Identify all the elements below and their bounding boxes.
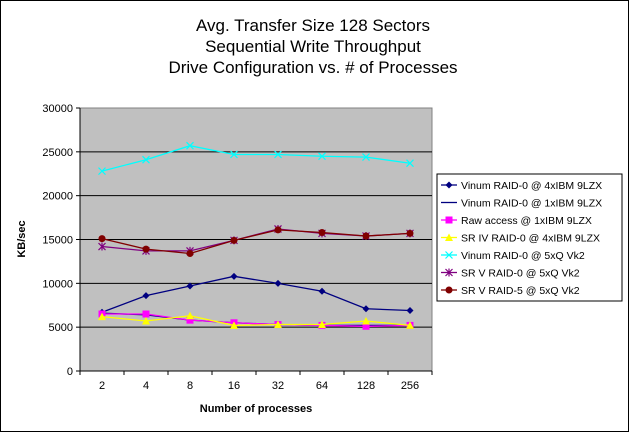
y-axis-title: KB/sec (16, 220, 28, 257)
data-point (142, 310, 150, 318)
legend-label: Vinum RAID-0 @ 4xIBM 9LZX (461, 180, 602, 192)
chart-title-line-2: Sequential Write Throughput (205, 37, 421, 56)
data-point (274, 320, 282, 329)
data-point (142, 317, 150, 325)
x-axis-title: Number of processes (200, 403, 312, 415)
gridlines (80, 151, 432, 328)
data-point (186, 311, 194, 320)
legend-label: Vinum RAID-0 @ 5xQ Vk2 (461, 250, 585, 262)
chart-title-line-1: Avg. Transfer Size 128 Sectors (196, 16, 430, 35)
data-point (186, 282, 194, 290)
data-point (318, 320, 326, 329)
data-point (318, 152, 326, 161)
data-point (362, 317, 370, 325)
legend-swatch-marker (445, 286, 453, 294)
legend-swatch-marker (445, 181, 453, 189)
data-point (362, 153, 370, 162)
legend-item-3: SR IV RAID-0 @ 4xIBM 9LZX (441, 233, 600, 245)
legend-label: Vinum RAID-0 @ 1xIBM 9LZX (461, 198, 602, 210)
legend-swatch-marker (445, 251, 453, 259)
series-0 (98, 272, 414, 316)
legend-box (436, 173, 623, 302)
y-tick-label: 25000 (42, 147, 73, 159)
x-tick-label: 8 (187, 380, 193, 392)
data-point (274, 150, 282, 159)
chart-title-line-3: Drive Configuration vs. # of Processes (168, 58, 457, 77)
legend-item-4: Vinum RAID-0 @ 5xQ Vk2 (441, 250, 585, 262)
data-point (186, 141, 194, 150)
series-line-2 (102, 313, 411, 327)
x-tick-label: 256 (401, 380, 419, 392)
data-point (230, 272, 238, 280)
data-point (186, 250, 194, 258)
series-line-4 (101, 145, 411, 172)
series-line-6 (101, 229, 411, 255)
x-tick-label: 4 (143, 380, 149, 392)
data-point (318, 228, 326, 236)
data-point (362, 322, 370, 330)
legend-swatch-marker (445, 233, 453, 241)
legend-label: SR V RAID-5 @ 5xQ Vk2 (461, 285, 580, 297)
legend-item-6: SR V RAID-5 @ 5xQ Vk2 (441, 285, 580, 297)
legend-swatch-marker (445, 216, 453, 224)
data-point (230, 236, 238, 244)
data-point (406, 229, 414, 237)
data-point (98, 167, 106, 176)
data-point (362, 232, 370, 240)
data-point (406, 321, 414, 329)
data-point (142, 245, 150, 253)
data-point (142, 292, 150, 300)
data-point (230, 150, 238, 159)
legend-item-5: SR V RAID-0 @ 5xQ Vk2 (441, 268, 580, 280)
series-6 (98, 226, 414, 258)
data-point (406, 307, 414, 315)
data-point (230, 321, 238, 329)
data-point (98, 235, 106, 243)
data-point (274, 226, 282, 234)
x-tick-label: 128 (357, 380, 375, 392)
legend-label: SR V RAID-0 @ 5xQ Vk2 (461, 268, 580, 280)
y-axis-ticks: 0 5000 10000 15000 20000 25000 30000 (42, 103, 80, 378)
data-point (98, 242, 106, 251)
legend-label: Raw access @ 1xIBM 9LZX (461, 215, 592, 227)
legend-item-0: Vinum RAID-0 @ 4xIBM 9LZX (441, 180, 602, 192)
y-tick-label: 5000 (49, 322, 73, 334)
data-point (98, 312, 106, 321)
y-tick-label: 20000 (42, 191, 73, 203)
y-tick-label: 15000 (42, 235, 73, 247)
x-tick-label: 64 (316, 380, 328, 392)
axes (79, 108, 432, 372)
legend-item-1: Vinum RAID-0 @ 1xIBM 9LZX (441, 198, 602, 210)
series-line-3 (101, 315, 411, 327)
series-lines (98, 141, 414, 330)
data-point (274, 279, 282, 287)
legend-swatch-marker (445, 268, 453, 277)
data-point (406, 159, 414, 168)
x-tick-label: 2 (99, 380, 105, 392)
x-tick-label: 16 (228, 380, 240, 392)
series-4 (98, 141, 414, 176)
legend: Vinum RAID-0 @ 4xIBM 9LZX Vinum RAID-0 @ … (436, 173, 623, 302)
y-tick-label: 10000 (42, 278, 73, 290)
series-3 (98, 311, 414, 329)
x-axis-ticks: 2 4 8 16 32 64 128 256 (79, 371, 433, 392)
legend-label: SR IV RAID-0 @ 4xIBM 9LZX (461, 233, 600, 245)
y-tick-label: 0 (67, 366, 73, 378)
data-point (142, 155, 150, 164)
data-point (362, 305, 370, 313)
y-tick-label: 30000 (42, 103, 73, 115)
data-point (318, 287, 326, 295)
x-tick-label: 32 (272, 380, 284, 392)
legend-item-2: Raw access @ 1xIBM 9LZX (441, 215, 592, 227)
data-point (186, 316, 194, 324)
chart-title: Avg. Transfer Size 128 Sectors Sequentia… (168, 16, 457, 77)
series-line-0 (101, 275, 411, 313)
